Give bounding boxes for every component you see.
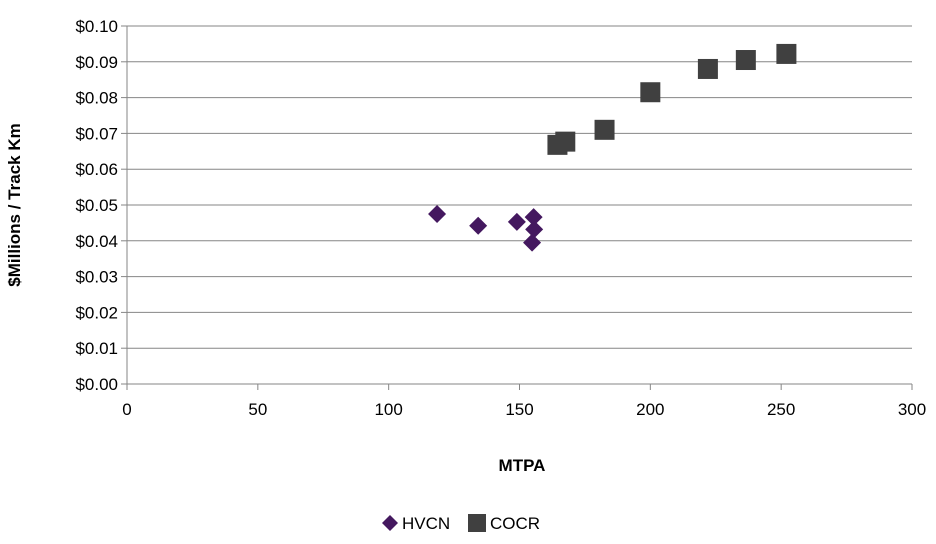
data-points (428, 43, 797, 252)
hvcn-data-point (428, 204, 447, 223)
y-tick-label: $0.05 (75, 196, 118, 215)
legend-label-hvcn: HVCN (402, 514, 450, 533)
hvcn-data-point (469, 216, 488, 235)
cocr-data-point (697, 58, 718, 79)
y-tick-label: $0.01 (75, 339, 118, 358)
y-tick-label: $0.06 (75, 160, 118, 179)
hvcn-data-point (524, 208, 543, 227)
y-tick-label: $0.10 (75, 17, 118, 36)
cocr-data-point (594, 119, 615, 140)
cocr-data-point (776, 43, 797, 64)
x-tick-label: 300 (898, 400, 926, 419)
x-tick-label: 250 (767, 400, 795, 419)
y-tick-label: $0.04 (75, 232, 118, 251)
cocr-data-point (555, 131, 576, 152)
legend-marker-hvcn (382, 515, 398, 531)
cocr-data-point (735, 50, 756, 71)
x-tick-label: 150 (505, 400, 533, 419)
x-tick-label: 200 (636, 400, 664, 419)
x-tick-label: 50 (248, 400, 267, 419)
y-tick-label: $0.02 (75, 303, 118, 322)
tick-labels: $0.00 $0.01 $0.02 $0.03 $0.04 $0.05 $0.06 $0.07… (75, 17, 926, 419)
cocr-data-point (640, 82, 661, 103)
hvcn-data-point (507, 212, 526, 231)
y-tick-label: $0.07 (75, 124, 118, 143)
legend: HVCN COCR (382, 514, 540, 533)
legend-label-cocr: COCR (490, 514, 540, 533)
y-tick-label: $0.03 (75, 268, 118, 287)
hvcn-data-point (525, 220, 544, 239)
y-tick-label: $0.00 (75, 375, 118, 394)
legend-item-hvcn: HVCN (382, 514, 450, 533)
legend-marker-cocr (468, 514, 486, 532)
hvcn-data-point (523, 233, 542, 252)
axes (121, 25, 913, 390)
x-axis-title: MTPA (499, 456, 546, 475)
gridlines (127, 25, 912, 349)
y-tick-label: $0.08 (75, 89, 118, 108)
x-tick-label: 100 (374, 400, 402, 419)
y-axis-title: $Millions / Track Km (5, 123, 24, 286)
y-tick-label: $0.09 (75, 53, 118, 72)
x-tick-label: 0 (122, 400, 131, 419)
legend-item-cocr: COCR (468, 514, 540, 533)
